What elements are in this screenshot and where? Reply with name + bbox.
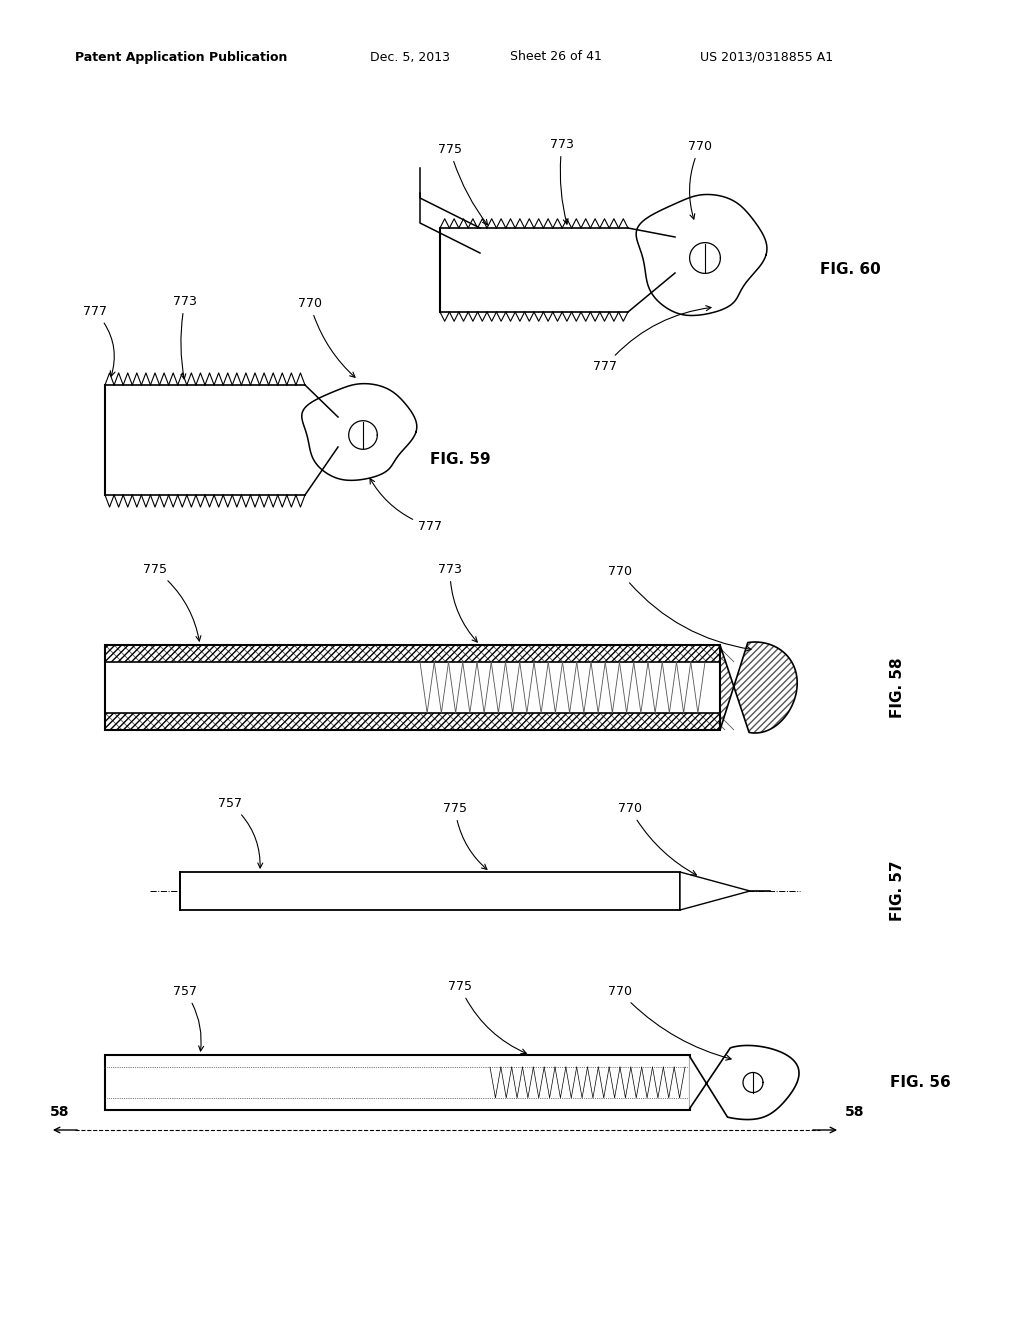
Bar	[105, 713, 720, 730]
Polygon shape	[350, 422, 376, 436]
Bar	[105, 663, 720, 713]
Polygon shape	[720, 642, 798, 733]
Text: 770: 770	[608, 565, 751, 651]
Text: FIG. 58: FIG. 58	[890, 657, 905, 718]
Text: 773: 773	[550, 139, 573, 224]
Text: 770: 770	[688, 140, 712, 219]
Text: 757: 757	[218, 797, 263, 869]
Text: 775: 775	[443, 803, 487, 870]
Text: Dec. 5, 2013: Dec. 5, 2013	[370, 50, 450, 63]
Text: FIG. 57: FIG. 57	[890, 861, 905, 921]
Text: 770: 770	[618, 803, 696, 875]
Text: 775: 775	[143, 564, 201, 642]
Text: 58: 58	[50, 1105, 70, 1119]
Text: 773: 773	[173, 294, 197, 379]
Polygon shape	[305, 385, 338, 495]
Text: 770: 770	[298, 297, 355, 378]
Text: 58: 58	[845, 1105, 864, 1119]
Text: FIG. 59: FIG. 59	[430, 453, 490, 467]
Polygon shape	[680, 873, 750, 909]
Text: 775: 775	[438, 143, 487, 224]
Bar	[180, 873, 680, 909]
Bar	[105, 645, 720, 663]
Text: 770: 770	[608, 985, 731, 1060]
Text: 773: 773	[438, 564, 477, 642]
Text: FIG. 60: FIG. 60	[820, 263, 881, 277]
Bar	[105, 713, 720, 730]
Polygon shape	[690, 1045, 799, 1119]
Text: 777: 777	[370, 479, 442, 533]
Text: 757: 757	[173, 985, 204, 1051]
Bar	[105, 645, 720, 663]
Text: Sheet 26 of 41: Sheet 26 of 41	[510, 50, 602, 63]
Text: 777: 777	[83, 305, 115, 376]
Text: 775: 775	[449, 979, 526, 1053]
Text: 777: 777	[593, 306, 711, 374]
Bar	[105, 1055, 690, 1110]
Text: Patent Application Publication: Patent Application Publication	[75, 50, 288, 63]
Text: FIG. 56: FIG. 56	[890, 1074, 950, 1090]
Polygon shape	[636, 194, 767, 315]
Polygon shape	[302, 384, 417, 480]
Text: US 2013/0318855 A1: US 2013/0318855 A1	[700, 50, 834, 63]
Bar	[105, 645, 720, 730]
